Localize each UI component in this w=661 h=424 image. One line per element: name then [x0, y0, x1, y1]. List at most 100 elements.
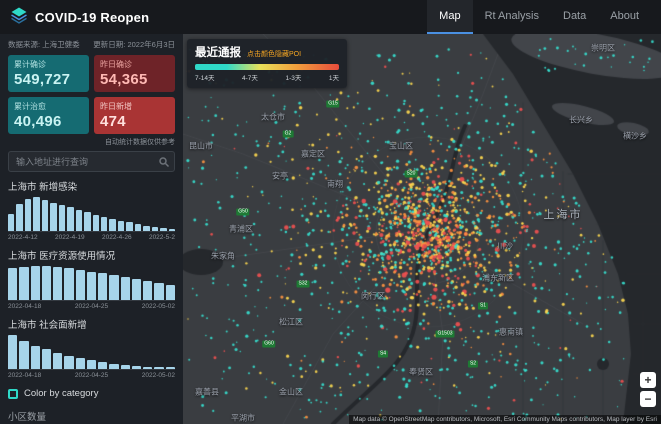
chart-title: 上海市 新增感染 — [8, 182, 78, 193]
road-shield-badge: G2 — [282, 130, 294, 138]
address-search-input[interactable] — [8, 151, 175, 172]
chart-bar — [75, 210, 83, 231]
chart-bar — [92, 215, 99, 231]
chart-bar — [131, 279, 142, 300]
zoom-in-button[interactable]: + — [640, 372, 656, 388]
chart-bars — [8, 265, 175, 301]
chart-bar — [19, 267, 29, 300]
stat-value: 54,365 — [100, 71, 148, 88]
nav-about[interactable]: About — [610, 10, 639, 22]
chart-medical-resources: 上海市 医疗资源使用情况 2022-04-18 2022-04-25 2022-05… — [8, 248, 175, 310]
chart-bar — [143, 226, 150, 231]
chart-tick-label: 2022-04-18 — [8, 372, 42, 379]
chart-tick-label: 2022-04-18 — [8, 303, 42, 310]
recent-report-legend: 最近通报 点击颜色隐藏POI 7-14天 4-7天 1-3天 1天 — [187, 39, 347, 88]
chart-bar — [8, 268, 18, 300]
chart-bar — [109, 364, 119, 369]
stat-card-cumulative-recovered: 累计治愈 40,496 — [8, 97, 89, 134]
road-shield-badge: S1 — [477, 302, 489, 310]
stat-value: 549,727 — [14, 71, 71, 88]
chart-bar — [16, 204, 23, 231]
search-icon — [158, 155, 170, 173]
chart-bar — [19, 341, 29, 369]
chart-title: 上海市 医疗资源使用情况 — [8, 251, 116, 262]
chart-bar — [53, 353, 63, 369]
legend-hide-poi-hint[interactable]: 点击颜色隐藏POI — [247, 51, 302, 58]
legend-tick: 7-14天 — [195, 75, 215, 82]
app-logo-icon — [10, 6, 28, 29]
chart-bar — [143, 367, 153, 369]
chart-tick-label: 2022-05-02 — [141, 303, 175, 310]
map-area[interactable]: 崇明区 长兴乡 横沙乡 太仓市 昆山市 嘉定区 宝山区 安亭 南翔 上海市 青浦区 朱家角 川沙 闵行区浦… — [183, 34, 661, 424]
road-shield-badge: S4 — [377, 350, 389, 358]
chart-tick-label: 2022-04-25 — [74, 372, 109, 379]
checkbox-icon[interactable] — [8, 388, 18, 399]
stat-label: 累计治愈 — [14, 102, 46, 111]
chart-bar — [41, 200, 49, 231]
stats-grid: 累计确诊 549,727 昨日确诊 54,365 累计治愈 40,496 昨日新… — [8, 55, 175, 134]
data-meta: 数据来源: 上海卫健委 更新日期: 2022年6月3日 — [8, 39, 175, 50]
map-attribution: Map data © OpenStreetMap contributors, M… — [349, 415, 661, 424]
legend-ticks: 7-14天 4-7天 1-3天 1天 — [195, 72, 339, 82]
road-shield-badge: G15 — [326, 100, 340, 108]
chart-bar — [134, 224, 142, 231]
chart-bar — [154, 283, 164, 300]
chart-x-axis: 2022-4-12 2022-4-19 2022-4-26 2022-5-2 — [8, 234, 175, 241]
chart-x-axis: 2022-04-18 2022-04-25 2022-05-02 — [8, 372, 175, 379]
chart-bar — [84, 212, 91, 231]
nav-rt-analysis[interactable]: Rt Analysis — [484, 10, 539, 22]
chart-title: 上海市 社会面新增 — [8, 320, 87, 331]
app-title: COVID-19 Reopen — [35, 9, 150, 25]
stat-label: 昨日新增 — [100, 102, 132, 111]
nav-data[interactable]: Data — [563, 10, 587, 22]
chart-bar — [120, 365, 130, 369]
chart-bar — [53, 267, 63, 300]
chart-bar — [109, 219, 116, 231]
chart-bar — [24, 199, 32, 231]
chart-bar — [58, 205, 66, 231]
chart-bar — [143, 281, 153, 300]
chart-bar — [75, 358, 85, 369]
chart-bar — [30, 346, 40, 369]
chart-bar — [126, 222, 133, 231]
stat-label: 累计确诊 — [14, 60, 46, 69]
chart-tick-label: 2022-04-25 — [74, 303, 109, 310]
chart-bar — [8, 214, 15, 231]
map-canvas[interactable] — [183, 34, 661, 424]
legend-gradient-bar[interactable] — [195, 64, 339, 70]
chart-bar — [109, 275, 119, 300]
district-count-section: 小区数量 浦东新区 6.9K 黄浦区 4.1K 宝山区 2.7K — [8, 409, 175, 424]
color-by-category-toggle[interactable]: Color by category — [8, 388, 175, 399]
road-shield-badge: G60 — [262, 340, 276, 348]
chart-bar — [100, 217, 108, 231]
chart-tick-label: 2022-4-12 — [8, 234, 38, 241]
chart-bar — [151, 227, 159, 231]
chart-tick-label: 2022-4-19 — [54, 234, 85, 241]
chart-community-new: 上海市 社会面新增 2022-04-18 2022-04-25 2022-05-02 — [8, 317, 175, 379]
chart-bar — [33, 197, 40, 231]
stat-card-yesterday-confirmed: 昨日确诊 54,365 — [94, 55, 175, 92]
stat-card-yesterday-new: 昨日新增 474 — [94, 97, 175, 134]
chart-new-infections: 上海市 新增感染 2022-4-12 2022-4-19 2022-4-26 2022… — [8, 179, 176, 241]
chart-bar — [30, 266, 40, 300]
legend-title: 最近通报 — [195, 47, 241, 59]
zoom-controls: + − — [640, 372, 656, 407]
toggle-label: Color by category — [24, 388, 99, 399]
chart-bar — [86, 360, 97, 369]
chart-bar — [154, 367, 164, 369]
stat-card-cumulative-confirmed: 累计确诊 549,727 — [8, 55, 89, 92]
chart-bar — [98, 362, 108, 369]
legend-tick: 1-3天 — [285, 75, 302, 82]
stat-label: 昨日确诊 — [100, 60, 132, 69]
address-search — [8, 151, 175, 172]
sidebar: 数据来源: 上海卫健委 更新日期: 2022年6月3日 累计确诊 549,727… — [0, 34, 183, 424]
zoom-out-button[interactable]: − — [640, 391, 656, 407]
chart-bars — [8, 196, 176, 232]
chart-bar — [160, 228, 167, 231]
nav-map[interactable]: Map — [427, 0, 473, 34]
main-content: 数据来源: 上海卫健委 更新日期: 2022年6月3日 累计确诊 549,727… — [0, 34, 661, 424]
chart-bar — [165, 367, 175, 369]
chart-bar — [86, 272, 97, 300]
legend-head: 最近通报 点击颜色隐藏POI — [195, 44, 339, 60]
chart-bar — [50, 203, 57, 231]
